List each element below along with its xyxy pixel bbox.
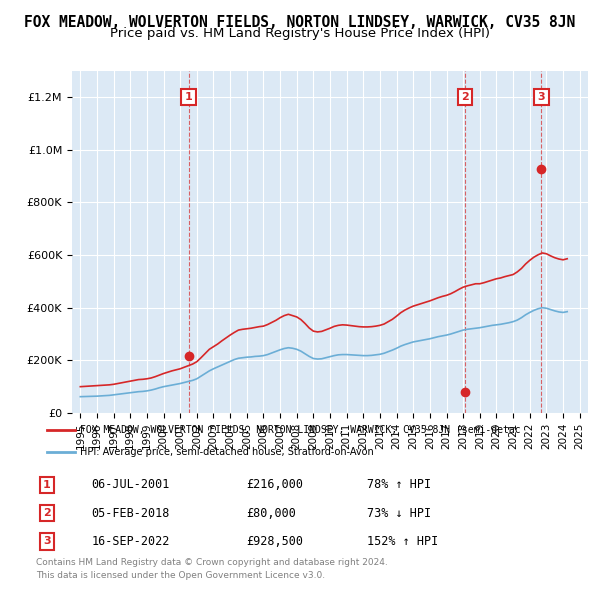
Text: 1: 1 bbox=[43, 480, 51, 490]
Text: 73% ↓ HPI: 73% ↓ HPI bbox=[367, 507, 431, 520]
Text: £216,000: £216,000 bbox=[246, 478, 303, 491]
Text: £80,000: £80,000 bbox=[246, 507, 296, 520]
Text: 2: 2 bbox=[43, 508, 51, 518]
Text: 3: 3 bbox=[43, 536, 51, 546]
Text: Price paid vs. HM Land Registry's House Price Index (HPI): Price paid vs. HM Land Registry's House … bbox=[110, 27, 490, 40]
Text: This data is licensed under the Open Government Licence v3.0.: This data is licensed under the Open Gov… bbox=[36, 571, 325, 580]
Text: 16-SEP-2022: 16-SEP-2022 bbox=[91, 535, 170, 548]
Text: 78% ↑ HPI: 78% ↑ HPI bbox=[367, 478, 431, 491]
Text: 06-JUL-2001: 06-JUL-2001 bbox=[91, 478, 170, 491]
Text: 2: 2 bbox=[461, 92, 469, 102]
Text: Contains HM Land Registry data © Crown copyright and database right 2024.: Contains HM Land Registry data © Crown c… bbox=[36, 558, 388, 566]
Text: FOX MEADOW, WOLVERTON FIELDS, NORTON LINDSEY, WARWICK, CV35 8JN: FOX MEADOW, WOLVERTON FIELDS, NORTON LIN… bbox=[25, 15, 575, 30]
Text: £928,500: £928,500 bbox=[246, 535, 303, 548]
Text: FOX MEADOW, WOLVERTON FIELDS, NORTON LINDSEY, WARWICK, CV35 8JN (semi-detac: FOX MEADOW, WOLVERTON FIELDS, NORTON LIN… bbox=[80, 425, 521, 435]
Text: 1: 1 bbox=[185, 92, 193, 102]
Text: 3: 3 bbox=[538, 92, 545, 102]
Text: 05-FEB-2018: 05-FEB-2018 bbox=[91, 507, 170, 520]
Text: HPI: Average price, semi-detached house, Stratford-on-Avon: HPI: Average price, semi-detached house,… bbox=[80, 447, 374, 457]
Text: 152% ↑ HPI: 152% ↑ HPI bbox=[367, 535, 439, 548]
